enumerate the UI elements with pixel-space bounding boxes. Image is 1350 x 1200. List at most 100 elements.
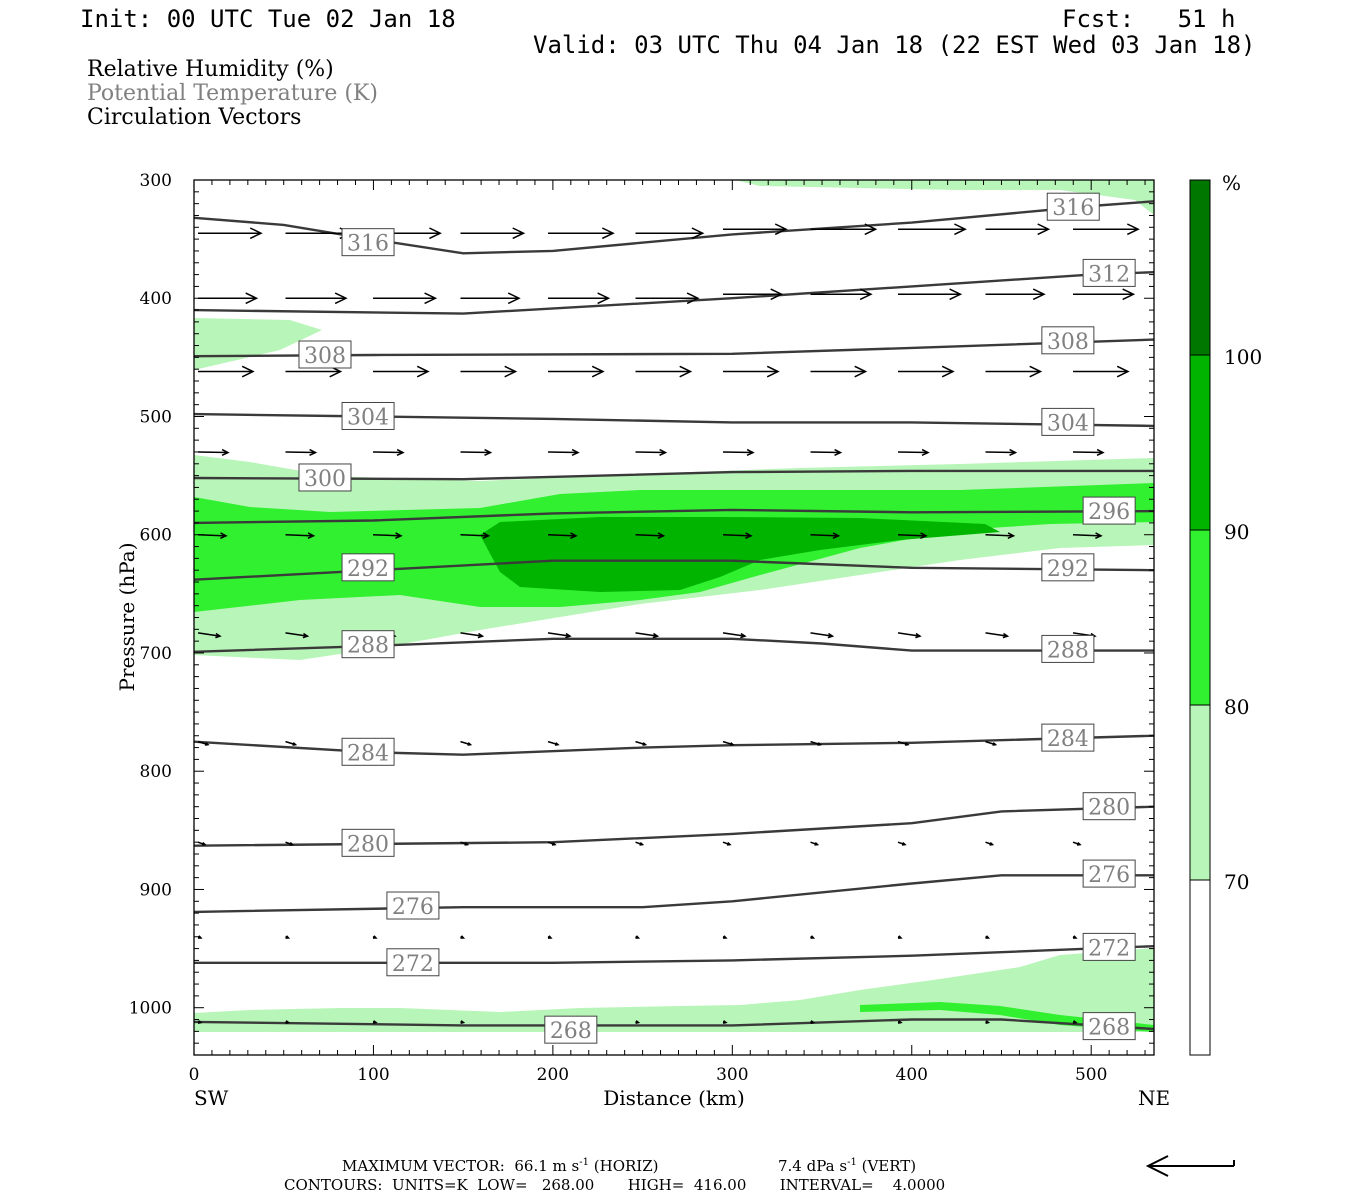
circulation-vector-head	[597, 292, 611, 305]
contour-label-box	[386, 948, 440, 977]
contour-label-272: 272	[392, 952, 434, 977]
colorbar-gt100	[1189, 179, 1211, 356]
circulation-vector-head	[722, 935, 728, 939]
circulation-vector	[635, 451, 666, 454]
contour-label-box	[341, 228, 395, 257]
circulation-vector-head	[1096, 448, 1105, 456]
circulation-vector-head	[901, 841, 907, 846]
circulation-vector-head	[766, 365, 780, 378]
circulation-vector	[810, 451, 841, 454]
vert-tag: (VERT)	[861, 1157, 917, 1175]
contour-label-280: 280	[1088, 796, 1130, 821]
contour-label-304: 304	[347, 405, 389, 430]
circulation-vector-head	[1029, 365, 1043, 378]
circulation-vector	[985, 632, 1008, 637]
circulation-vector	[547, 533, 577, 537]
circulation-vector	[635, 632, 658, 637]
circulation-vector-head	[774, 223, 788, 236]
circulation-vector-head	[302, 632, 310, 639]
theta-contour-280	[194, 805, 1154, 847]
circulation-vector-head	[429, 227, 442, 240]
circulation-vector-head	[657, 532, 666, 539]
contour-label-box	[341, 737, 395, 766]
vert-exponent: -1	[847, 1157, 857, 1168]
circulation-vector	[547, 451, 579, 454]
rh-90-core	[480, 517, 1000, 592]
rh-shading	[194, 180, 1154, 1032]
contour-label-box	[1082, 859, 1136, 888]
contour-label-312: 312	[1088, 262, 1130, 287]
circulation-vector-head	[832, 532, 841, 539]
circulation-vector-head	[416, 365, 430, 378]
circulation-vector-head	[482, 532, 491, 539]
contour-label-268: 268	[1088, 1016, 1130, 1041]
y-tick-label-1000: 1000	[129, 999, 172, 1019]
theta-contour-284	[194, 734, 1154, 756]
circulation-vector-head	[659, 448, 668, 456]
max-vector-label: MAXIMUM VECTOR:	[342, 1157, 505, 1175]
circulation-vector-head	[460, 1020, 466, 1024]
y-tick-label-800: 800	[140, 762, 172, 782]
circulation-vector-head	[897, 935, 903, 939]
x-tick-label-300: 300	[716, 1065, 748, 1085]
colorbar-lt70	[1189, 879, 1211, 1056]
circulation-vector	[460, 451, 491, 454]
circulation-vector-head	[504, 365, 518, 378]
colorbar: % 100 90 80 70	[1189, 171, 1262, 1056]
circulation-vector-head	[1007, 532, 1016, 539]
colorbar-90-100	[1189, 354, 1211, 531]
circulation-vector-head	[220, 532, 228, 539]
circulation-vector-head	[512, 227, 526, 240]
contour-label-box	[341, 553, 395, 582]
contour-label-box	[1082, 1012, 1136, 1041]
circulation-vector-head	[215, 632, 222, 639]
circulation-vector-head	[989, 841, 995, 846]
contour-label-box	[386, 891, 440, 920]
circulation-vector-head	[372, 935, 378, 939]
circulation-vector-head	[859, 288, 873, 301]
circulation-vector-head	[591, 365, 605, 378]
circulation-vector-head	[827, 632, 835, 639]
contour-label-box	[341, 630, 395, 659]
y-tick-label-700: 700	[140, 644, 172, 664]
horiz-tag: (HORIZ)	[593, 1157, 659, 1175]
axis-tick-labels: 300 400 500 600 700 800 900 1000 0 100 200 300 400 50…	[129, 171, 1108, 1085]
circulation-vector-head	[601, 227, 615, 240]
theta-contour-296	[194, 508, 1154, 525]
circulation-vector-head	[334, 292, 348, 305]
contour-label-288: 288	[347, 634, 389, 659]
contour-label-316: 316	[347, 232, 389, 257]
max-vector-line: MAXIMUM VECTOR: 66.1 m s-1 (HORIZ)	[342, 1158, 659, 1174]
circulation-vector-head	[954, 223, 967, 236]
circulation-vector-head	[221, 448, 230, 456]
valid-time: Valid: 03 UTC Thu 04 Jan 18 (22 EST Wed …	[533, 31, 1256, 59]
circulation-vector-head	[1002, 632, 1010, 639]
circulation-vector-head	[372, 1020, 378, 1024]
reference-vector	[1145, 1155, 1235, 1177]
circulation-vector-head	[691, 227, 705, 240]
contour-label-292: 292	[1047, 557, 1089, 582]
colorbar-70-80	[1189, 704, 1211, 881]
vectors-variable-label: Circulation Vectors	[87, 105, 302, 130]
contour-label-304: 304	[1047, 411, 1089, 436]
y-tick-label-900: 900	[140, 880, 172, 900]
circulation-vector-head	[834, 448, 843, 456]
contour-label-box	[341, 401, 395, 430]
contour-label-box	[1041, 553, 1095, 582]
colorbar-label-100: 100	[1224, 345, 1262, 369]
circulation-vector	[285, 740, 296, 746]
circulation-vector-head	[722, 1020, 728, 1024]
circulation-vector-head	[854, 365, 868, 378]
circulation-vector-head	[1009, 448, 1018, 456]
circulation-vector-head	[729, 742, 735, 746]
circulation-vector	[897, 632, 921, 637]
circulation-vector-head	[921, 448, 930, 456]
theta-contour-312	[194, 271, 1154, 315]
circulation-vector-head	[904, 742, 910, 746]
circulation-vector-head	[1122, 288, 1136, 301]
y-axis-title: Pressure (hPa)	[115, 543, 139, 692]
theta-contour-276	[194, 874, 1154, 914]
contour-label-box	[1041, 723, 1095, 752]
circulation-vector	[810, 632, 833, 637]
contour-label-box	[1041, 407, 1095, 436]
